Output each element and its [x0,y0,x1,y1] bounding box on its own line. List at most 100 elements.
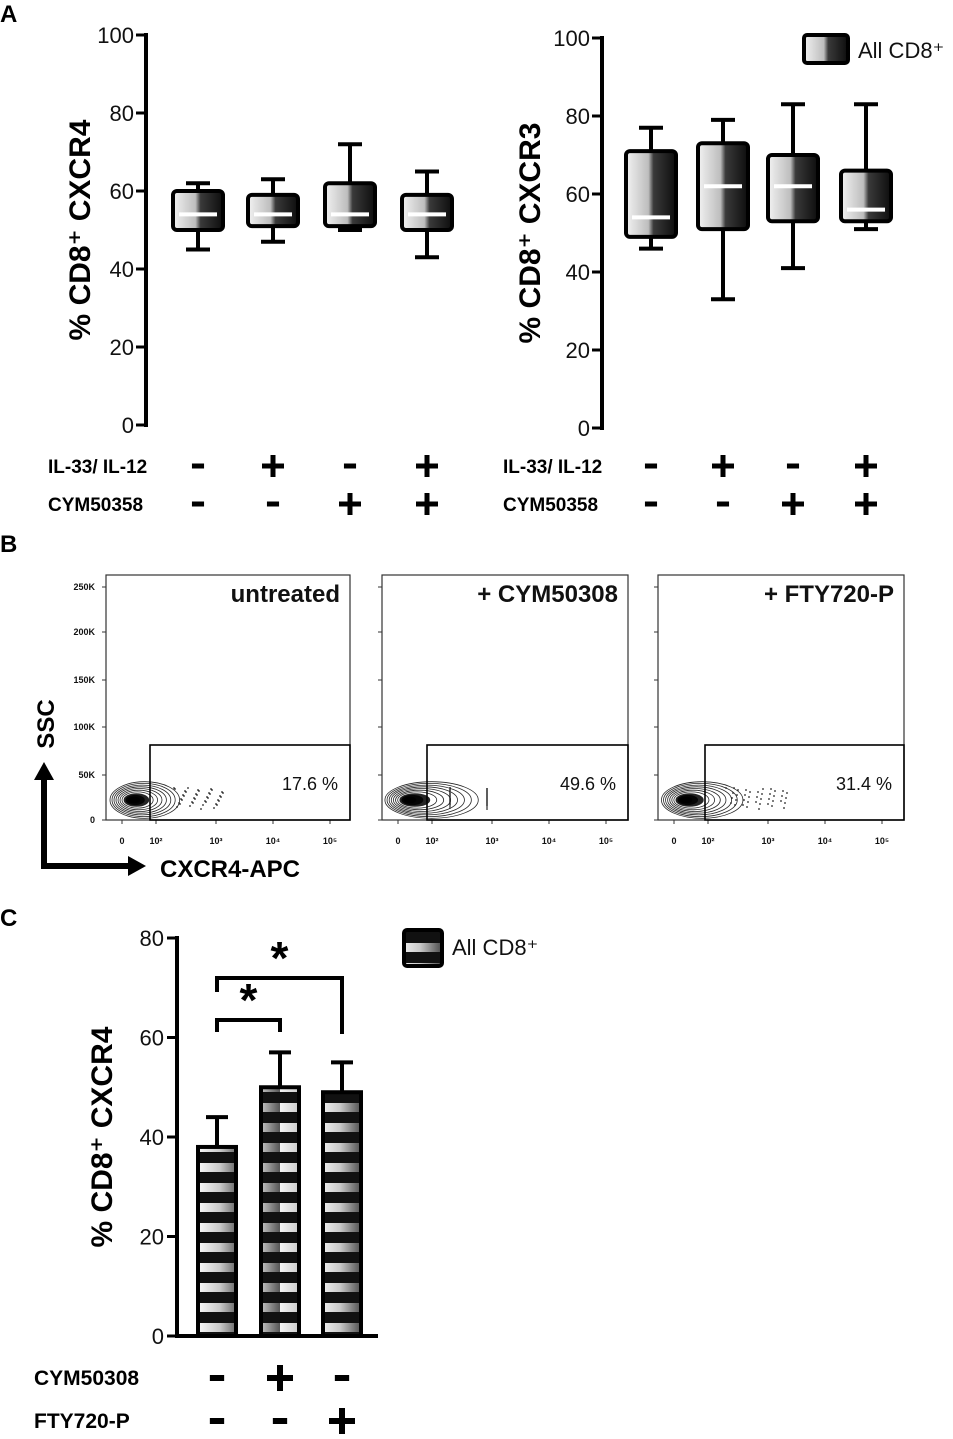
bar-body [196,1144,238,1338]
contour [115,786,167,814]
treatment-table-c: CYM50308 FTY720-P [34,1365,355,1434]
x-tick-label: 0 [119,836,124,846]
y-arrow-head [34,762,54,780]
box-1 [171,181,225,252]
event-dot [449,787,451,789]
event-dot [449,797,451,799]
y-axis-label: % CD8⁺ CXCR4 [86,1026,119,1247]
box-2 [246,177,300,244]
bar-3 [321,1060,363,1338]
plot-frame [657,574,905,821]
contour [384,781,479,819]
box-body [323,181,377,229]
x-tick-label: 10³ [209,836,222,846]
event-dot [737,789,739,791]
bar-body [259,1085,301,1338]
event-dot [770,788,772,790]
treatment-label: CYM50308 [34,1367,139,1390]
panel-label-b: B [0,531,17,558]
gate [426,744,629,821]
event-dot [772,800,774,802]
event-dot [207,797,209,799]
legend-bar-swatch [402,928,444,968]
plot-title: + FTY720-P [764,581,894,608]
event-dot [202,804,204,806]
event-dot [755,801,757,803]
event-dot [486,790,488,792]
flow-cytometry-plots: 0 10² 10³ 10⁴ 10⁵ untreated 17.6 % 0 10² 10³ 10⁴ 10… [33,574,905,883]
y-tick-label: 250K [73,582,95,592]
legend-bar: All CD8⁺ [402,928,538,968]
contour [399,793,431,807]
event-dot [449,801,451,803]
y-tick-label: 100 [553,26,590,51]
x-tick-label: 10² [149,836,162,846]
contour [109,781,180,819]
event-dot [769,793,771,795]
event-dot [732,792,734,794]
event-dot [731,797,733,799]
box-3 [766,102,820,271]
bar-1 [196,1115,238,1338]
treatment-label: IL-33/ IL-12 [503,457,602,478]
event-dot [183,795,185,797]
panel-label-a: A [0,1,17,28]
event-dot [756,796,758,798]
treatment-label: IL-33/ IL-12 [48,457,147,478]
event-dot [449,793,451,795]
box-1 [624,125,678,251]
contour [673,791,710,809]
event-dot [745,789,747,791]
event-dot [783,807,785,809]
event-dot [771,805,773,807]
gate-percent: 49.6 % [560,774,616,794]
y-tick-label: 80 [140,926,164,951]
gate [704,744,905,821]
event-dot [743,799,745,801]
event-dot [759,803,761,805]
gate-percent: 31.4 % [836,774,892,794]
treatment-label: CYM50358 [503,495,598,516]
event-dot [449,807,451,809]
contour [117,788,163,812]
legend-bar-label: All CD8⁺ [452,935,538,960]
event-dot [192,802,194,804]
bracket-line [215,976,344,1034]
event-dot [486,806,488,808]
event-dot [785,797,787,799]
significance-star: * [240,974,258,1026]
event-dot [176,806,178,808]
event-dot [773,795,775,797]
significance-bracket-2: * [215,932,344,1034]
y-tick-label: 0 [578,416,590,441]
event-dot [194,798,196,800]
flow-plot-3: 0 10² 10³ 10⁴ 10⁵ + FTY720-P 31.4 % [654,574,905,846]
event-dot [213,807,215,809]
event-dot [449,799,451,801]
y-axis-label: % CD8⁺ CXCR4 [64,119,97,340]
flow-y-label: SSC [33,699,60,748]
event-dot [200,808,202,810]
x-arrow-head [128,856,146,876]
event-dot [774,790,776,792]
event-dot [746,806,748,808]
event-dot [762,788,764,790]
event-dot [189,805,191,807]
x-tick-label: 10⁴ [266,836,280,846]
x-tick-label: 10³ [485,836,498,846]
event-dot [725,787,727,789]
event-dot [742,804,744,806]
event-dot [758,808,760,810]
event-dot [486,796,488,798]
panel-label-c: C [0,905,17,932]
y-tick-label: 20 [566,338,590,363]
y-axis-label: % CD8⁺ CXCR3 [514,123,547,344]
event-dot [734,804,736,806]
event-dot [748,796,750,798]
plot-title: + CYM50308 [477,581,618,608]
contour [121,791,154,809]
event-dot [486,798,488,800]
event-dot [486,804,488,806]
event-dot [486,800,488,802]
box-4 [839,102,893,232]
